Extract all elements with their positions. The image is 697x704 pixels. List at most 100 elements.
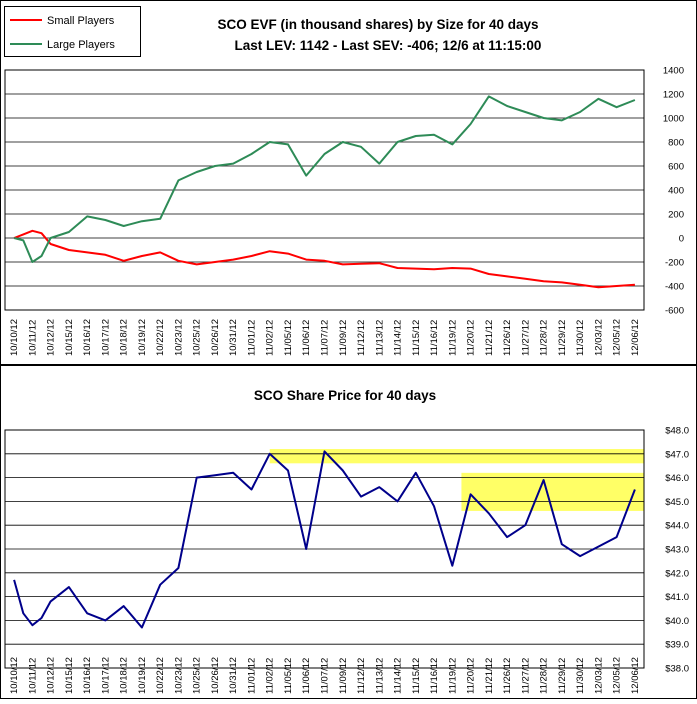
y-tick-label: 600 — [668, 162, 684, 173]
y-tick-label: -400 — [665, 282, 684, 293]
x-tick-label: 11/27/12 — [520, 658, 531, 694]
x-tick-label: 12/05/12 — [612, 657, 623, 694]
y-tick-label: $39.0 — [665, 640, 689, 651]
x-tick-label: 12/06/12 — [630, 657, 641, 694]
bottom-panel — [0, 365, 697, 699]
y-tick-label: $45.0 — [665, 497, 689, 508]
x-tick-label: 12/05/12 — [612, 319, 623, 356]
x-tick-label: 11/09/12 — [338, 658, 349, 694]
x-tick-label: 11/02/12 — [265, 658, 276, 694]
x-tick-label: 11/07/12 — [320, 658, 331, 694]
x-tick-label: 12/03/12 — [593, 657, 604, 694]
y-tick-label: $38.0 — [665, 664, 689, 675]
x-tick-label: 11/01/12 — [246, 658, 257, 694]
y-tick-label: $47.0 — [665, 449, 689, 460]
y-tick-label: 0 — [679, 234, 684, 245]
x-tick-label: 11/12/12 — [356, 658, 367, 694]
x-tick-label: 11/30/12 — [575, 658, 586, 694]
x-tick-label: 10/26/12 — [210, 657, 221, 694]
x-tick-label: 10/16/12 — [82, 319, 93, 356]
x-tick-label: 10/19/12 — [137, 319, 148, 356]
x-tick-label: 10/12/12 — [46, 319, 57, 356]
evf-plot: -600 -400 -200 0 200 400 600 800 1000 1200 1400 10/… — [4, 66, 684, 356]
x-tick-label: 11/05/12 — [283, 320, 294, 356]
y-tick-label: 1400 — [663, 66, 684, 77]
legend-label-small: Small Players — [47, 15, 115, 27]
plot-frame — [4, 429, 645, 669]
x-tick-label: 11/19/12 — [447, 658, 458, 694]
x-tick-label: 11/13/12 — [374, 658, 385, 694]
x-tick-label: 11/07/12 — [320, 320, 331, 356]
x-tick-label: 11/29/12 — [557, 320, 568, 356]
x-tick-label: 11/28/12 — [539, 320, 550, 356]
highlight-band — [269, 449, 644, 464]
series-line-large-players — [13, 95, 636, 263]
x-tick-label: 11/15/12 — [411, 320, 422, 356]
x-tick-label: 10/31/12 — [228, 657, 239, 694]
series-line-small-players — [13, 229, 635, 289]
legend: Small Players Large Players — [4, 6, 141, 57]
x-tick-label: 11/26/12 — [502, 320, 513, 356]
x-tick-label: 11/02/12 — [265, 320, 276, 356]
x-tick-label: 10/23/12 — [173, 657, 184, 694]
y-tick-label: $44.0 — [665, 521, 689, 532]
top-chart-title: SCO EVF (in thousand shares) by Size for… — [217, 17, 538, 32]
top-chart-subtitle: Last LEV: 1142 - Last SEV: -406; 12/6 at… — [235, 38, 542, 53]
x-tick-label: 10/16/12 — [82, 657, 93, 694]
x-tick-label: 11/19/12 — [447, 320, 458, 356]
x-tick-label: 11/30/12 — [575, 320, 586, 356]
y-tick-label: 1200 — [663, 90, 684, 101]
x-tick-label: 10/31/12 — [228, 319, 239, 356]
x-tick-label: 10/18/12 — [119, 657, 130, 694]
x-tick-label: 10/17/12 — [100, 657, 111, 694]
x-tick-label: 10/22/12 — [155, 319, 166, 356]
x-tick-label: 10/26/12 — [210, 319, 221, 356]
x-tick-label: 10/11/12 — [27, 658, 38, 694]
x-tick-label: 10/15/12 — [64, 319, 75, 356]
x-tick-label: 11/13/12 — [374, 320, 385, 356]
y-tick-label: 1000 — [663, 114, 684, 125]
x-tick-label: 10/17/12 — [100, 319, 111, 356]
x-tick-label: 10/18/12 — [119, 319, 130, 356]
x-tick-label: 11/21/12 — [484, 320, 495, 356]
y-tick-label: -200 — [665, 258, 684, 269]
x-tick-label: 10/19/12 — [137, 657, 148, 694]
x-tick-label: 11/06/12 — [301, 658, 312, 694]
x-tick-label: 11/05/12 — [283, 658, 294, 694]
x-tick-label: 12/06/12 — [630, 319, 641, 356]
bottom-chart-title: SCO Share Price for 40 days — [254, 388, 436, 403]
x-tick-label: 11/29/12 — [557, 658, 568, 694]
y-tick-label: $40.0 — [665, 616, 689, 627]
x-tick-label: 11/20/12 — [466, 658, 477, 694]
x-tick-label: 11/06/12 — [301, 320, 312, 356]
x-tick-label: 11/27/12 — [520, 320, 531, 356]
x-tick-label: 10/11/12 — [27, 320, 38, 356]
x-tick-label: 10/12/12 — [46, 657, 57, 694]
x-tick-label: 10/22/12 — [155, 657, 166, 694]
x-tick-label: 10/25/12 — [192, 657, 203, 694]
y-tick-label: 800 — [668, 138, 684, 149]
y-tick-label: 200 — [668, 210, 684, 221]
highlight-band — [461, 472, 644, 511]
y-tick-label: $43.0 — [665, 545, 689, 556]
x-tick-label: 10/23/12 — [173, 319, 184, 356]
x-tick-label: 11/28/12 — [539, 658, 550, 694]
x-tick-label: 11/16/12 — [429, 658, 440, 694]
top-panel — [0, 0, 697, 365]
x-tick-label: 11/12/12 — [356, 320, 367, 356]
legend-label-large: Large Players — [47, 39, 115, 51]
x-tick-label: 11/14/12 — [393, 320, 404, 356]
y-tick-label: 400 — [668, 186, 684, 197]
y-tick-label: $41.0 — [665, 592, 689, 603]
x-tick-label: 11/15/12 — [411, 658, 422, 694]
y-tick-label: -600 — [665, 306, 684, 317]
x-tick-label: 10/15/12 — [64, 657, 75, 694]
x-tick-label: 11/14/12 — [393, 658, 404, 694]
x-tick-label: 11/21/12 — [484, 658, 495, 694]
plot-frame — [4, 69, 645, 311]
x-tick-label: 10/10/12 — [9, 657, 20, 694]
y-tick-label: $42.0 — [665, 568, 689, 579]
x-tick-label: 11/26/12 — [502, 658, 513, 694]
